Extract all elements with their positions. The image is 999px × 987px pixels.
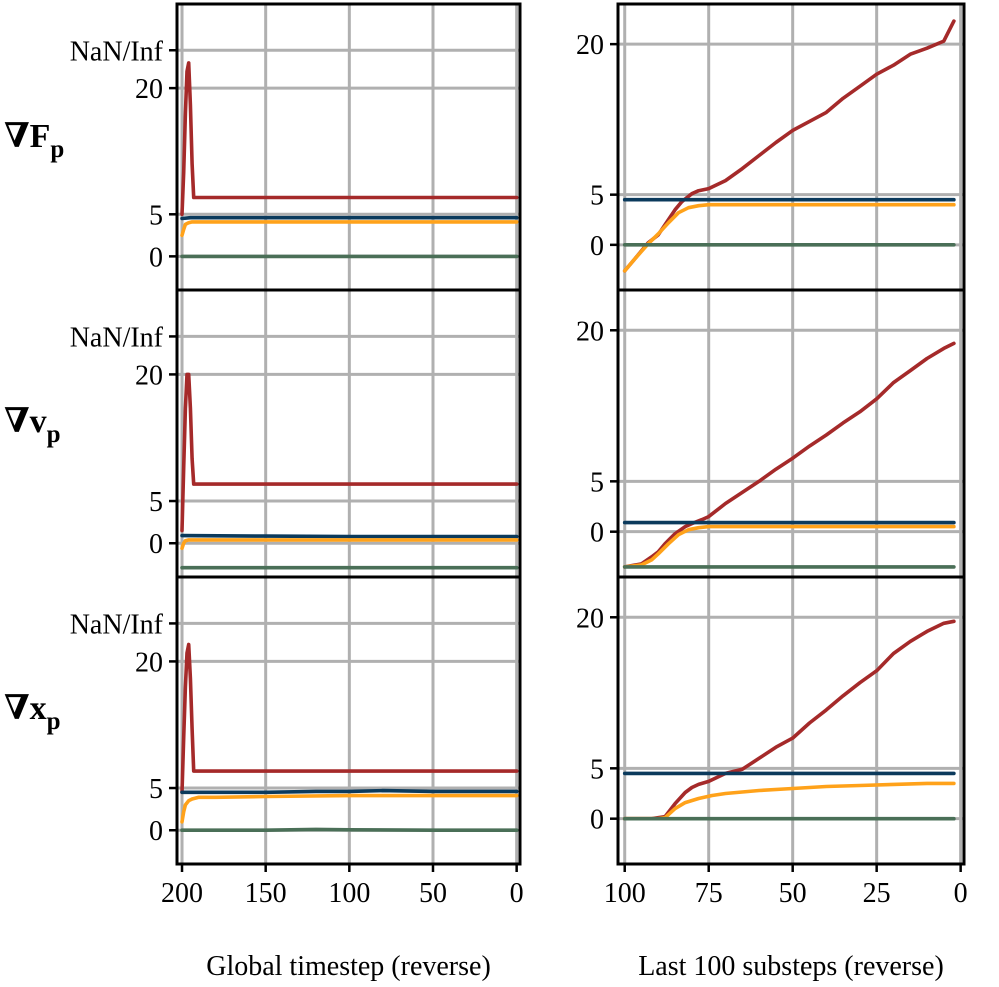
y-tick-label: NaN/Inf	[70, 322, 164, 353]
series-group	[622, 341, 956, 569]
series-line-orange	[180, 538, 519, 551]
y-tick-label: 5	[590, 181, 604, 212]
series-line-orange	[180, 220, 519, 238]
y-tick-label: 0	[149, 816, 163, 847]
series-group	[180, 642, 519, 833]
y-tick-label: 5	[149, 487, 163, 518]
y-tick-label: 5	[590, 754, 604, 785]
y-tick-label: NaN/Inf	[70, 36, 164, 67]
row-label-main: ∇v	[4, 403, 47, 440]
series-line-blue	[180, 533, 519, 539]
panel-frame	[616, 288, 966, 579]
panel-r2-c0: 0 5 20 NaN/Inf 200 150 100 50 0	[70, 575, 524, 909]
x-tick-label: 0	[510, 878, 524, 909]
panel-r1-c1: 0 5 20	[576, 288, 966, 579]
y-tick-label: 20	[135, 647, 163, 678]
row-label: ∇vp	[4, 403, 61, 448]
y-tick-label: 20	[135, 360, 163, 391]
y-tick-label: 0	[590, 518, 604, 549]
series-line-red	[180, 61, 519, 217]
row-label-main: ∇x	[4, 690, 47, 727]
series-line-blue	[180, 788, 519, 795]
y-tick-label: 0	[590, 805, 604, 836]
series-line-red	[622, 19, 956, 273]
row-label-subscript: p	[47, 708, 61, 735]
x-tick-label: 100	[328, 878, 370, 909]
y-tick-label: 5	[149, 200, 163, 231]
y-tick-label: 0	[149, 529, 163, 560]
series-line-orange	[622, 781, 956, 821]
panel-frame	[616, 2, 966, 292]
series-group	[622, 619, 956, 821]
x-tick-label: 25	[863, 878, 891, 909]
row-label-subscript: p	[50, 136, 64, 163]
y-tick-label: 5	[590, 467, 604, 498]
row-label: ∇xp	[4, 690, 61, 735]
row-label: ∇Fp	[4, 118, 64, 163]
y-tick-label: 0	[149, 242, 163, 273]
x-tick-label: 100	[604, 878, 646, 909]
x-tick-label: 50	[419, 878, 447, 909]
y-tick-label: 0	[590, 231, 604, 262]
series-group	[622, 19, 956, 273]
y-tick-label: 20	[576, 603, 604, 634]
series-line-green	[180, 827, 519, 833]
x-axis-label: Global timestep (reverse)	[206, 951, 491, 982]
series-line-orange	[622, 202, 956, 273]
series-line-red	[622, 619, 956, 821]
series-line-red	[180, 372, 519, 533]
y-tick-label: 20	[576, 316, 604, 347]
series-group	[180, 372, 519, 570]
row-label-main: ∇F	[4, 118, 50, 155]
x-tick-label: 50	[779, 878, 807, 909]
series-line-orange	[622, 524, 956, 569]
y-tick-label: 5	[149, 774, 163, 805]
x-tick-label: 75	[695, 878, 723, 909]
x-axis-label: Last 100 substeps (reverse)	[638, 951, 944, 982]
x-tick-label: 150	[245, 878, 287, 909]
y-tick-label: NaN/Inf	[70, 609, 164, 640]
x-tick-label: 0	[954, 878, 968, 909]
series-group	[180, 61, 519, 259]
panel-r0-c0: 0 5 20 NaN/Inf	[70, 2, 522, 292]
series-line-red	[180, 642, 519, 795]
y-tick-label: 20	[135, 74, 163, 105]
series-line-red	[622, 341, 956, 569]
x-tick-label: 200	[161, 878, 203, 909]
panel-r2-c1: 0 5 20 100 75 50 25 0	[576, 575, 968, 909]
y-tick-label: 20	[576, 30, 604, 61]
series-line-orange	[180, 793, 519, 824]
panel-frame	[616, 575, 966, 866]
panel-r1-c0: 0 5 20 NaN/Inf	[70, 288, 522, 579]
row-label-subscript: p	[47, 421, 61, 448]
panel-r0-c1: 0 5 20	[576, 2, 966, 292]
series-line-blue	[180, 215, 519, 221]
